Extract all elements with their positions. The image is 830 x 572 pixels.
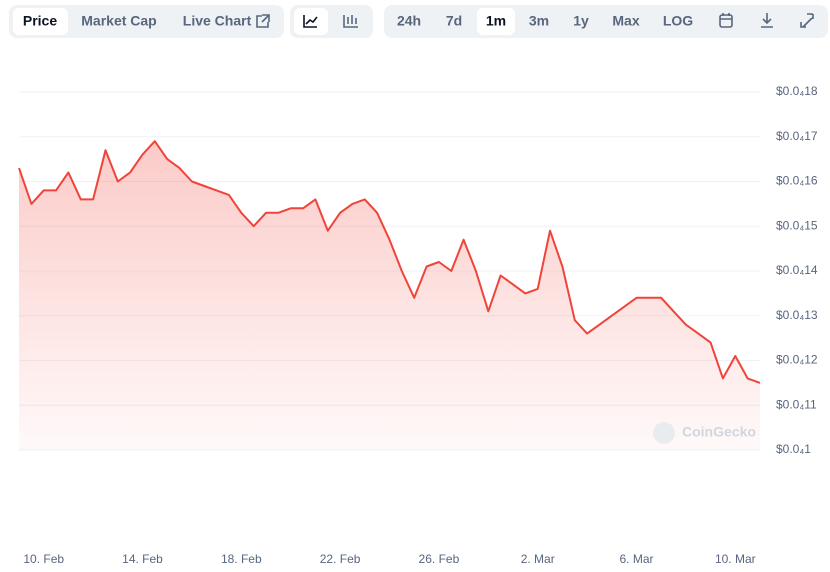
tab[interactable]: Market Cap	[81, 13, 156, 29]
tab-active-bg	[13, 8, 68, 35]
watermark-logo	[653, 422, 675, 444]
range-button[interactable]: 3m	[529, 13, 549, 29]
y-tick-label: $0.0₄15	[776, 218, 818, 232]
log-button[interactable]: LOG	[663, 13, 693, 29]
y-tick-label: $0.0₄17	[776, 129, 818, 143]
x-tick-label: 18. Feb	[221, 552, 262, 566]
price-line	[18, 140, 761, 384]
x-tick-label: 22. Feb	[320, 552, 361, 566]
download-icon[interactable]	[761, 13, 773, 28]
y-tick-label: $0.0₄14	[776, 263, 818, 277]
x-tick-label: 10. Mar	[715, 552, 756, 566]
y-tick-label: $0.0₄11	[776, 397, 817, 411]
tab[interactable]: Price	[23, 13, 57, 29]
line-chart-icon[interactable]	[303, 15, 318, 28]
range-button[interactable]: 1y	[573, 13, 589, 29]
x-tick-label: 10. Feb	[23, 552, 64, 566]
tab-group	[9, 5, 284, 38]
x-tick-label: 26. Feb	[419, 552, 460, 566]
x-tick-label: 6. Mar	[619, 552, 653, 566]
x-tick-label: 2. Mar	[521, 552, 555, 566]
y-tick-label: $0.0₄18	[776, 84, 818, 98]
watermark: CoinGecko	[682, 424, 756, 440]
plot: $0.0₄1 $0.0₄11 $0.0₄12 $0.0₄13 $0.0₄14 $0.0₄1…	[18, 84, 818, 566]
range-button[interactable]: 24h	[397, 13, 421, 29]
y-tick-label: $0.0₄1	[776, 442, 811, 456]
y-tick-label: $0.0₄12	[776, 353, 818, 367]
tab[interactable]: Live Chart	[183, 13, 252, 29]
area-fill	[19, 141, 760, 450]
external-icon	[256, 14, 270, 28]
x-tick-label: 14. Feb	[122, 552, 163, 566]
candle-chart-icon[interactable]	[343, 15, 358, 28]
y-tick-label: $0.0₄16	[776, 174, 818, 188]
range-button[interactable]: 7d	[446, 13, 462, 29]
y-tick-label: $0.0₄13	[776, 308, 818, 322]
calendar-icon[interactable]	[719, 13, 733, 28]
expand-icon[interactable]	[800, 13, 814, 28]
range-active-bg	[477, 8, 515, 35]
range-button[interactable]: Max	[612, 13, 639, 29]
range-button[interactable]: 1m	[486, 13, 506, 29]
